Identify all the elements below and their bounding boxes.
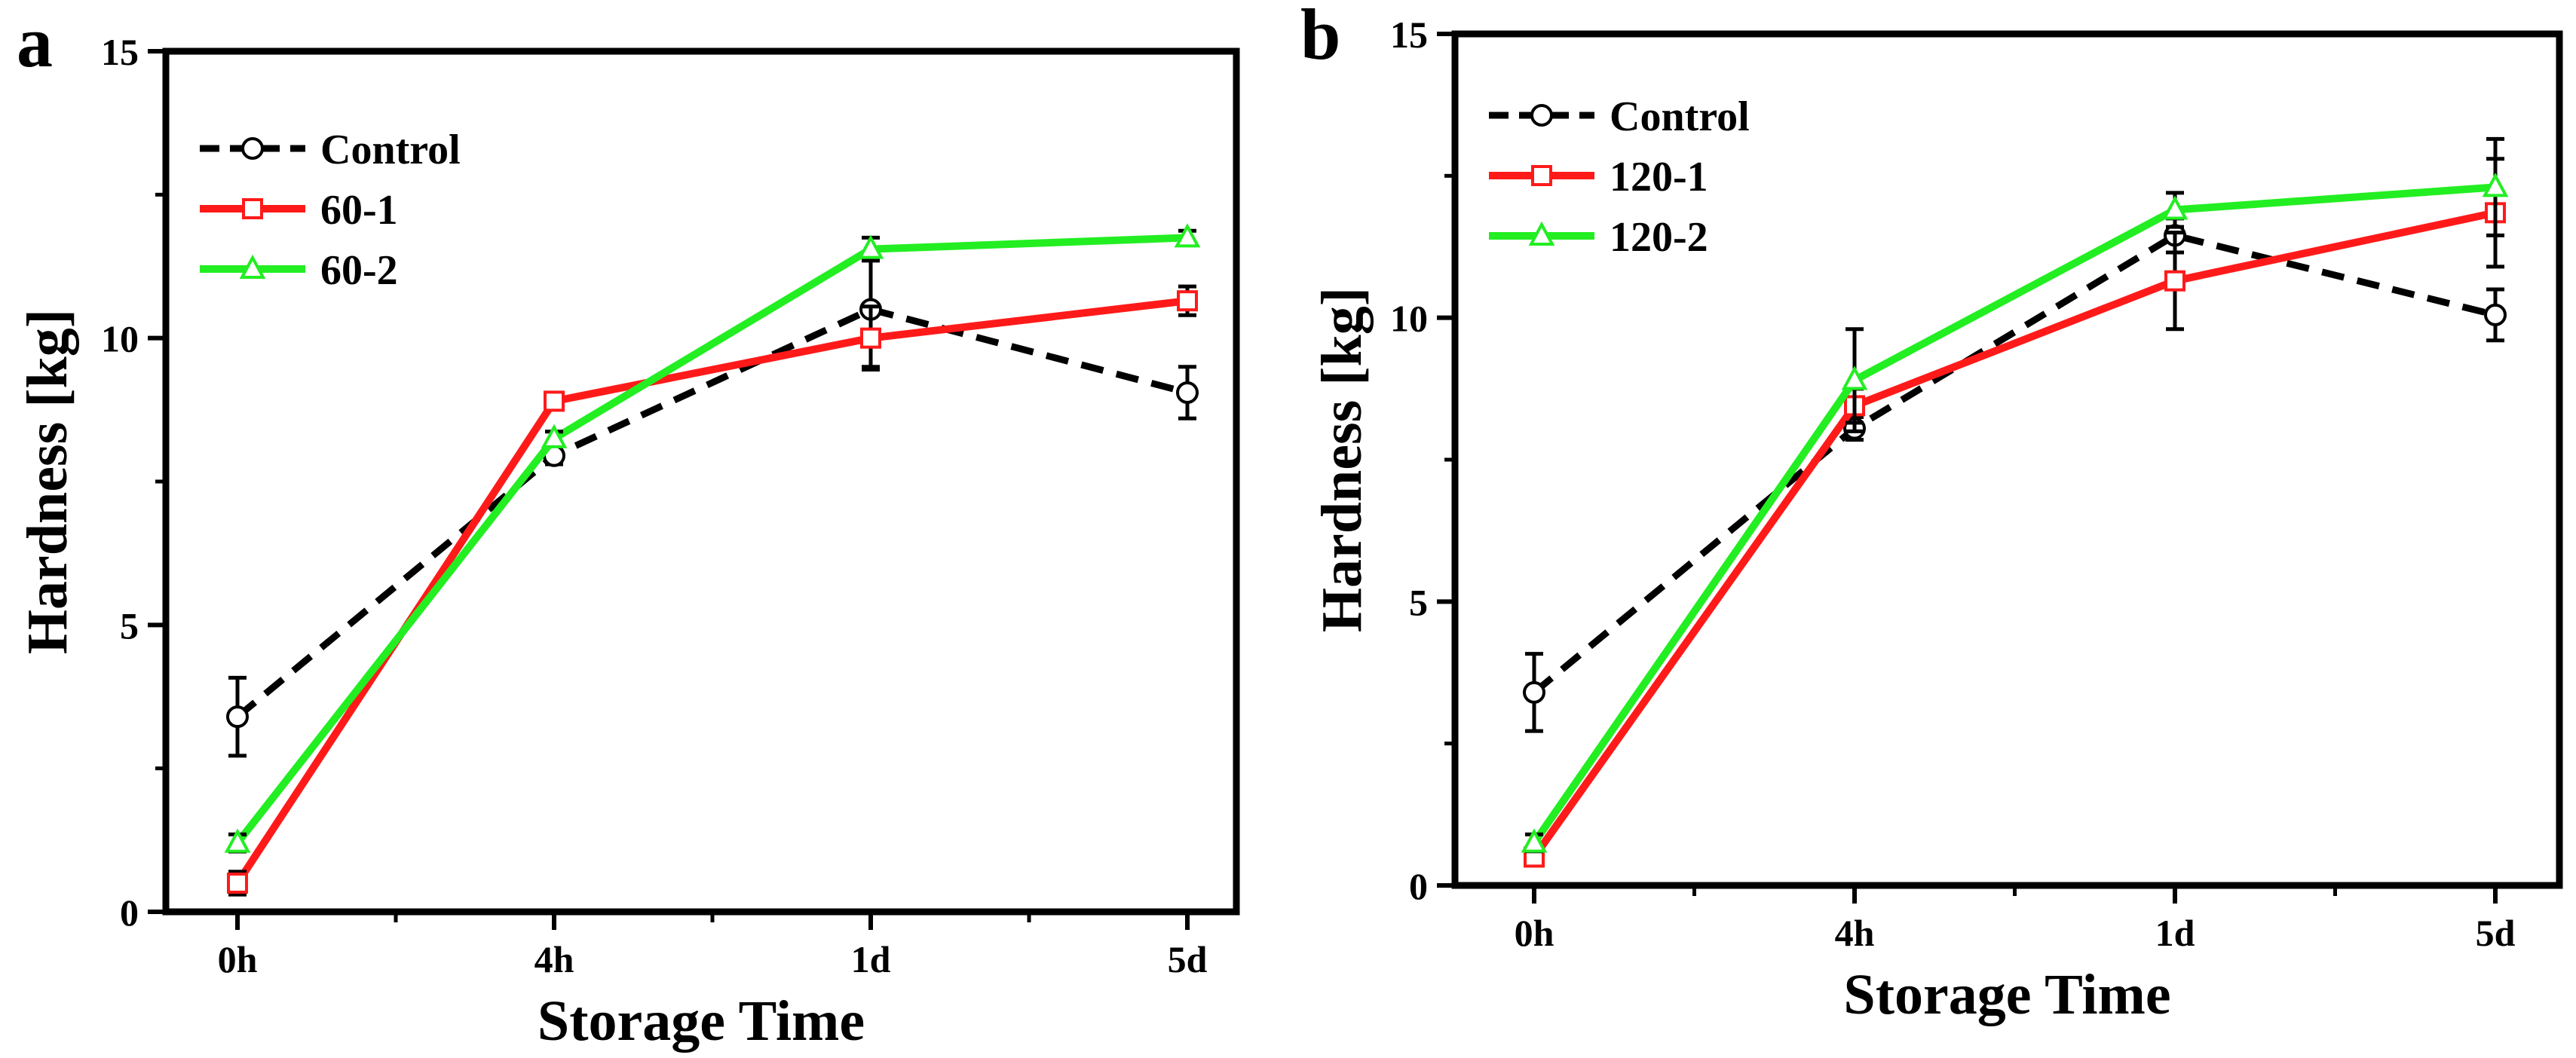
y-tick-label: 10 [1390,298,1428,340]
panel-label: b [1300,0,1340,75]
y-tick-label: 0 [120,891,139,934]
data-point [226,705,249,729]
panel-label: a [17,2,53,82]
data-point [1523,680,1545,704]
data-point [544,390,565,412]
data-point [1841,365,1868,390]
x-axis-label: Storage Time [538,989,865,1053]
x-tick-label: 4h [534,938,574,980]
data-point [2484,303,2507,326]
plot-frame [162,47,1240,916]
legend-marker [239,254,266,279]
x-tick-label: 0h [1515,912,1554,954]
series-120-1 [1524,157,2506,868]
legend-label: 120-2 [1610,214,1708,261]
legend-label: 60-1 [320,187,398,234]
data-point [1176,381,1199,404]
x-tick-label: 0h [218,938,258,980]
data-point [1174,223,1201,248]
data-point [541,424,568,448]
data-point [1177,290,1198,312]
data-point [2482,173,2509,197]
series-line [234,297,1188,885]
chart-panel-b: b 0 5 10 15 0h 4h 1d 5d Storage Time Hardness [kg]… [1300,0,2563,1026]
legend-marker [1528,221,1555,246]
data-point [860,327,881,349]
x-tick-label: 5d [1168,938,1208,980]
series-line [1532,231,2497,696]
data-point [857,234,884,259]
legend: Control 60-1 60-2 [200,127,461,294]
legend-marker [1530,104,1553,127]
legend-label: Control [320,127,461,173]
x-tick-label: 1d [2155,912,2195,954]
x-tick-label: 5d [2476,912,2516,954]
series-line [234,234,1188,845]
legend-label: 60-2 [320,247,398,294]
y-axis-label: Hardness [kg] [16,309,79,654]
y-tick-label: 0 [1409,865,1428,907]
data-point [1521,828,1548,853]
plot-frame [1451,30,2563,889]
legend: Control 120-1 120-2 [1489,93,1750,261]
legend-marker [241,137,264,160]
chart-panel-a: a 0 5 10 15 0h 4h 1d 5d Storage Time Hardness [kg]… [16,2,1240,1053]
y-tick-label: 5 [120,604,139,647]
series-60-1 [227,284,1198,897]
x-axis-label: Storage Time [1843,963,2170,1026]
y-tick-label: 5 [1409,581,1428,623]
y-tick-label: 15 [1390,14,1428,56]
legend-marker [242,198,263,219]
y-tick-label: 10 [101,318,139,360]
legend-label: 120-1 [1610,154,1708,200]
x-tick-label: 1d [851,938,891,980]
series-120-2 [1521,136,2509,854]
data-point [2164,270,2185,292]
y-tick-label: 15 [101,31,139,73]
legend-label: Control [1610,93,1750,140]
data-point [2161,195,2189,220]
series-60-2 [224,223,1201,854]
x-tick-label: 4h [1835,912,1875,954]
y-axis-label: Hardness [kg] [1310,287,1374,632]
series-Control [226,249,1199,758]
series-line [235,306,1189,720]
data-point [224,828,251,853]
series-line [1530,209,2497,860]
series-line [1530,183,2496,845]
legend-marker [1531,165,1552,186]
data-point [227,872,248,894]
